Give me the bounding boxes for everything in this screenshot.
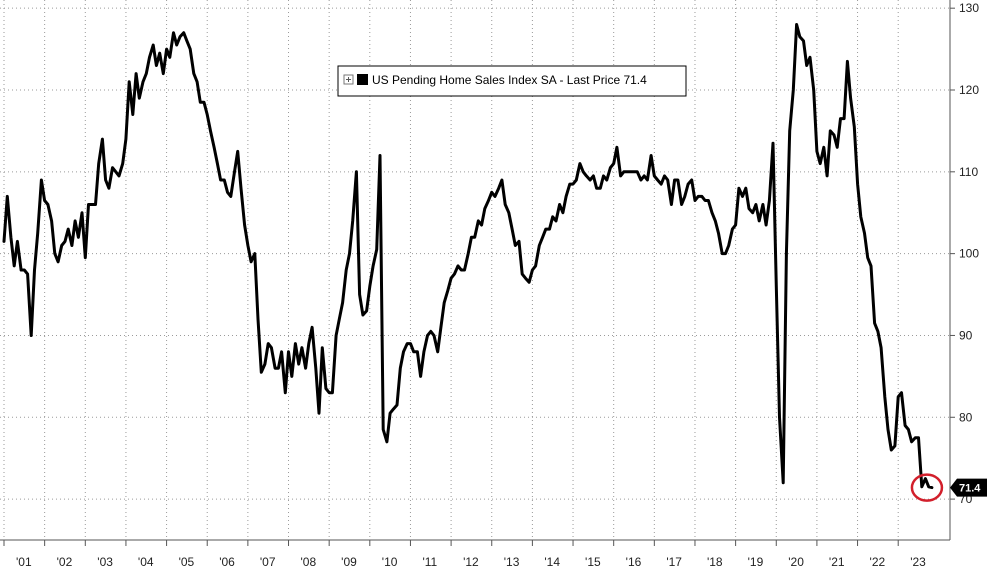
y-tick-label: 80 <box>959 410 973 424</box>
x-tick-label: '06 <box>219 555 235 569</box>
x-tick-label: '05 <box>179 555 195 569</box>
y-tick-label: 110 <box>959 165 978 179</box>
x-tick-label: '02 <box>57 555 73 569</box>
x-tick-label: '22 <box>870 555 886 569</box>
x-tick-label: '23 <box>910 555 926 569</box>
legend-swatch <box>357 74 368 85</box>
y-tick-label: 90 <box>959 328 973 342</box>
x-tick-label: '14 <box>544 555 560 569</box>
x-tick-label: '08 <box>301 555 317 569</box>
x-tick-label: '13 <box>504 555 520 569</box>
x-tick-label: '12 <box>463 555 479 569</box>
x-tick-label: '21 <box>829 555 845 569</box>
legend-label: US Pending Home Sales Index SA - Last Pr… <box>372 73 647 87</box>
series-line <box>2 23 934 490</box>
x-tick-label: '20 <box>788 555 804 569</box>
x-tick-label: '17 <box>666 555 682 569</box>
expand-icon[interactable] <box>343 74 354 85</box>
last-value-text: 71.4 <box>959 483 981 495</box>
x-tick-label: '15 <box>585 555 601 569</box>
legend-box: US Pending Home Sales Index SA - Last Pr… <box>337 65 687 97</box>
x-tick-label: '16 <box>626 555 642 569</box>
x-tick-label: '09 <box>341 555 357 569</box>
y-tick-label: 130 <box>959 1 979 15</box>
y-tick-label: 120 <box>959 83 979 97</box>
y-tick-label: 100 <box>959 247 979 261</box>
x-tick-label: '07 <box>260 555 276 569</box>
x-tick-label: '10 <box>382 555 398 569</box>
x-tick-label: '04 <box>138 555 154 569</box>
last-value-label: 71.4 <box>950 478 987 497</box>
x-tick-label: '19 <box>748 555 764 569</box>
legend-frame <box>337 65 687 97</box>
x-axis-ticks: '01 '02 '03 '04 '05 '06 '07 '08 '09 '10 '11 '12 '13 '… <box>3 540 926 569</box>
last-value-tag <box>950 478 987 497</box>
x-tick-label: '03 <box>97 555 113 569</box>
x-tick-label: '11 <box>422 555 437 569</box>
x-tick-label: '01 <box>16 555 32 569</box>
x-tick-label: '18 <box>707 555 723 569</box>
last-value-highlight-circle <box>910 473 944 502</box>
